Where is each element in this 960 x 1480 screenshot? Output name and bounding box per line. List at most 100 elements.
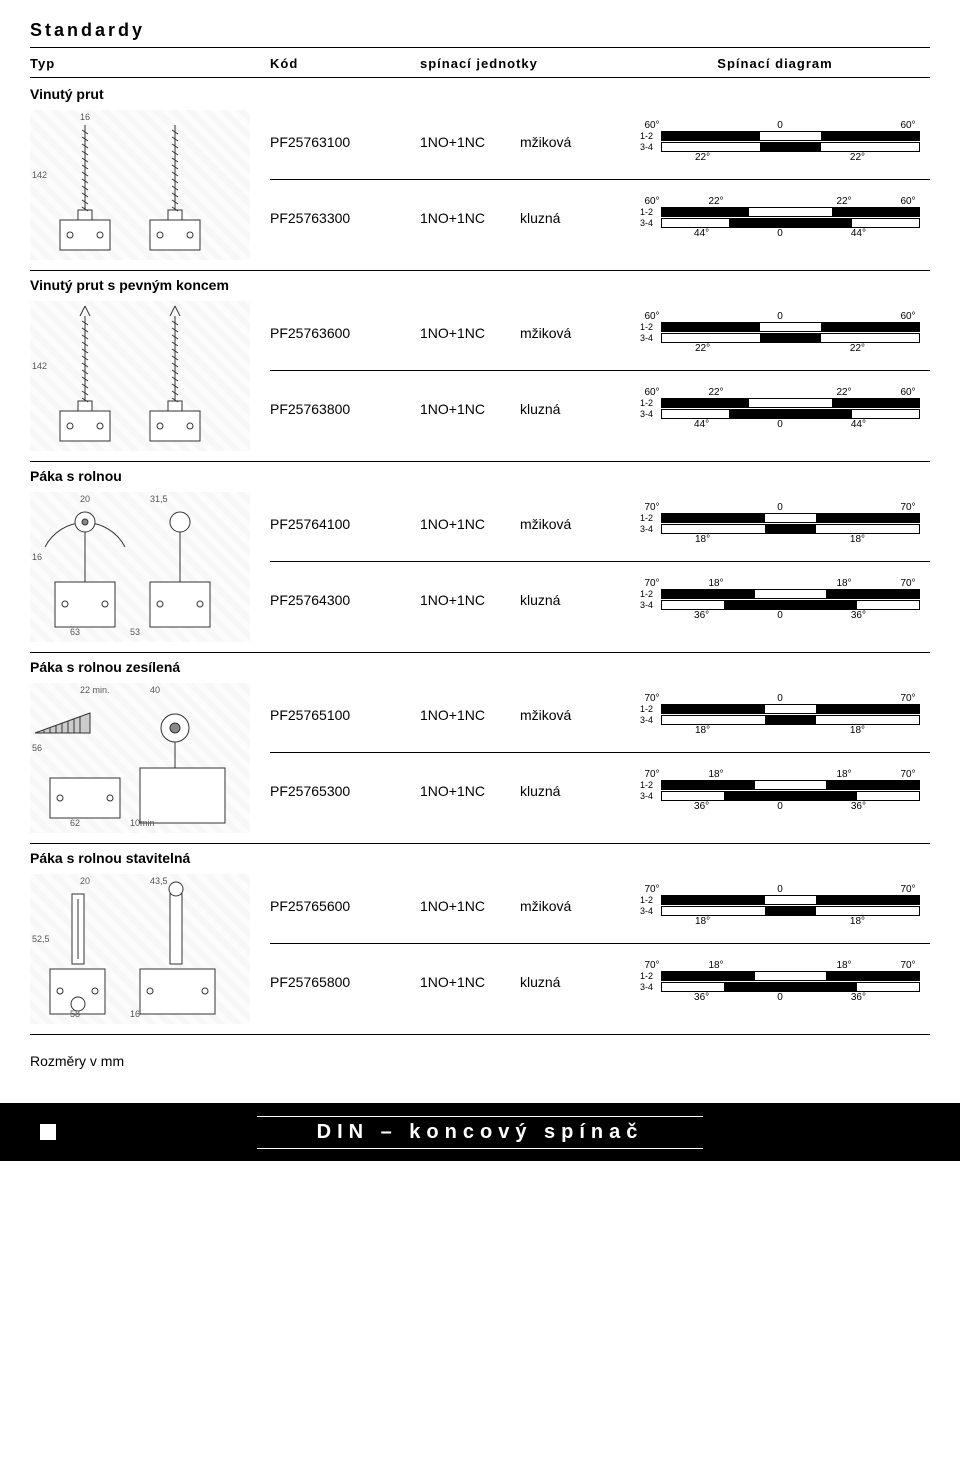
- diagram-cell: 70°070°1-23-418°18°: [620, 693, 930, 736]
- page-title: Standardy: [30, 20, 930, 41]
- table-header: Typ Kód spínací jednotky Spínací diagram: [30, 56, 930, 78]
- header-diag: Spínací diagram: [620, 56, 930, 71]
- dimension-label: 10min: [130, 818, 155, 828]
- diagram-angle-label: 18°: [706, 578, 726, 589]
- technical-drawing: 16142: [30, 110, 250, 260]
- product-code: PF25764100: [270, 516, 420, 532]
- diagram-angle-label: [706, 693, 726, 704]
- contact-config: 1NO+1NC: [420, 516, 520, 532]
- product-code: PF25765800: [270, 974, 420, 990]
- diagram-angle-label: 22°: [695, 343, 710, 354]
- contact-config: 1NO+1NC: [420, 210, 520, 226]
- diagram-angle-label: [770, 387, 790, 398]
- product-row: PF257643001NO+1NCkluzná70°18°18°70°1-23-…: [270, 561, 930, 637]
- contact-config: 1NO+1NC: [420, 325, 520, 341]
- diagram-angle-label: 36°: [851, 801, 866, 812]
- contact-config: 1NO+1NC: [420, 783, 520, 799]
- page-footer: DIN – koncový spínač: [0, 1103, 960, 1161]
- switching-diagram: 60°22°22°60°1-23-444°044°: [640, 387, 920, 430]
- switching-diagram: 70°18°18°70°1-23-436°036°: [640, 578, 920, 621]
- technical-drawing: 201631,55363: [30, 492, 250, 642]
- diagram-angle-label: 0: [770, 502, 790, 513]
- diagram-bar: [661, 780, 920, 790]
- product-section: 22 min.564010min62PF257651001NO+1NCmžiko…: [30, 677, 930, 844]
- diagram-angle-label: 60°: [642, 387, 662, 398]
- diagram-angle-label: 0: [770, 311, 790, 322]
- diagram-angle-label: 22°: [706, 387, 726, 398]
- header-kod: Kód: [270, 56, 420, 71]
- switching-diagram: 70°070°1-23-418°18°: [640, 502, 920, 545]
- footer-ornament: [40, 1124, 56, 1140]
- diagram-angle-label: 18°: [695, 534, 710, 545]
- diagram-contact-label: 1-2: [640, 589, 658, 599]
- diagram-contact-label: 3-4: [640, 715, 658, 725]
- section-title: Vinutý prut s pevným koncem: [30, 273, 930, 295]
- diagram-angle-label: 22°: [695, 152, 710, 163]
- product-code: PF25765300: [270, 783, 420, 799]
- product-row: PF257633001NO+1NCkluzná60°22°22°60°1-23-…: [270, 179, 930, 255]
- diagram-contact-label: 3-4: [640, 982, 658, 992]
- product-row: PF257636001NO+1NCmžiková60°060°1-23-422°…: [270, 295, 930, 370]
- diagram-bar: [661, 142, 920, 152]
- switching-diagram: 70°070°1-23-418°18°: [640, 884, 920, 927]
- diagram-angle-label: 0: [777, 228, 783, 239]
- diagram-angle-label: [770, 578, 790, 589]
- diagram-angle-label: 70°: [898, 884, 918, 895]
- diagram-angle-label: 18°: [706, 769, 726, 780]
- diagram-bar: [661, 600, 920, 610]
- dimension-label: 16: [80, 112, 90, 122]
- diagram-bar: [661, 409, 920, 419]
- footer-text: DIN – koncový spínač: [257, 1116, 704, 1149]
- diagram-contact-label: 3-4: [640, 524, 658, 534]
- technical-drawing: 22 min.564010min62: [30, 683, 250, 833]
- switching-diagram: 60°22°22°60°1-23-444°044°: [640, 196, 920, 239]
- dimension-label: 22 min.: [80, 685, 110, 695]
- diagram-angle-label: 60°: [898, 196, 918, 207]
- dimension-label: 52,5: [32, 934, 50, 944]
- diagram-cell: 70°18°18°70°1-23-436°036°: [620, 769, 930, 812]
- diagram-angle-label: [834, 502, 854, 513]
- section-title: Páka s rolnou: [30, 464, 930, 486]
- section-title: Páka s rolnou zesílená: [30, 655, 930, 677]
- diagram-cell: 70°070°1-23-418°18°: [620, 502, 930, 545]
- dimension-label: 56: [32, 743, 42, 753]
- switching-diagram: 60°060°1-23-422°22°: [640, 120, 920, 163]
- diagram-contact-label: 3-4: [640, 906, 658, 916]
- dimension-label: 43,5: [150, 876, 168, 886]
- dimension-label: 62: [70, 818, 80, 828]
- diagram-contact-label: 1-2: [640, 131, 658, 141]
- diagram-contact-label: 3-4: [640, 409, 658, 419]
- dimension-label: 16: [130, 1009, 140, 1019]
- contact-config: 1NO+1NC: [420, 707, 520, 723]
- diagram-angle-label: [706, 884, 726, 895]
- diagram-bar: [661, 982, 920, 992]
- diagram-angle-label: 0: [770, 884, 790, 895]
- diagram-angle-label: [770, 960, 790, 971]
- product-section: 16142PF257631001NO+1NCmžiková60°060°1-23…: [30, 104, 930, 271]
- contact-config: 1NO+1NC: [420, 974, 520, 990]
- contact-config: 1NO+1NC: [420, 592, 520, 608]
- diagram-bar: [661, 131, 920, 141]
- switching-action: kluzná: [520, 783, 620, 799]
- diagram-contact-label: 1-2: [640, 513, 658, 523]
- diagram-angle-label: 70°: [898, 769, 918, 780]
- switching-diagram: 70°070°1-23-418°18°: [640, 693, 920, 736]
- diagram-angle-label: [834, 311, 854, 322]
- product-row: PF257656001NO+1NCmžiková70°070°1-23-418°…: [270, 868, 930, 943]
- diagram-angle-label: 60°: [898, 120, 918, 131]
- dimensions-note: Rozměry v mm: [30, 1037, 930, 1093]
- diagram-angle-label: [834, 693, 854, 704]
- product-section: 142PF257636001NO+1NCmžiková60°060°1-23-4…: [30, 295, 930, 462]
- diagram-angle-label: 36°: [694, 992, 709, 1003]
- diagram-cell: 70°18°18°70°1-23-436°036°: [620, 578, 930, 621]
- diagram-bar: [661, 322, 920, 332]
- contact-config: 1NO+1NC: [420, 134, 520, 150]
- switching-action: kluzná: [520, 974, 620, 990]
- diagram-bar: [661, 524, 920, 534]
- product-row: PF257638001NO+1NCkluzná60°22°22°60°1-23-…: [270, 370, 930, 446]
- diagram-cell: 60°22°22°60°1-23-444°044°: [620, 387, 930, 430]
- diagram-contact-label: 1-2: [640, 322, 658, 332]
- switching-action: mžiková: [520, 707, 620, 723]
- diagram-angle-label: 18°: [695, 725, 710, 736]
- diagram-cell: 60°060°1-23-422°22°: [620, 311, 930, 354]
